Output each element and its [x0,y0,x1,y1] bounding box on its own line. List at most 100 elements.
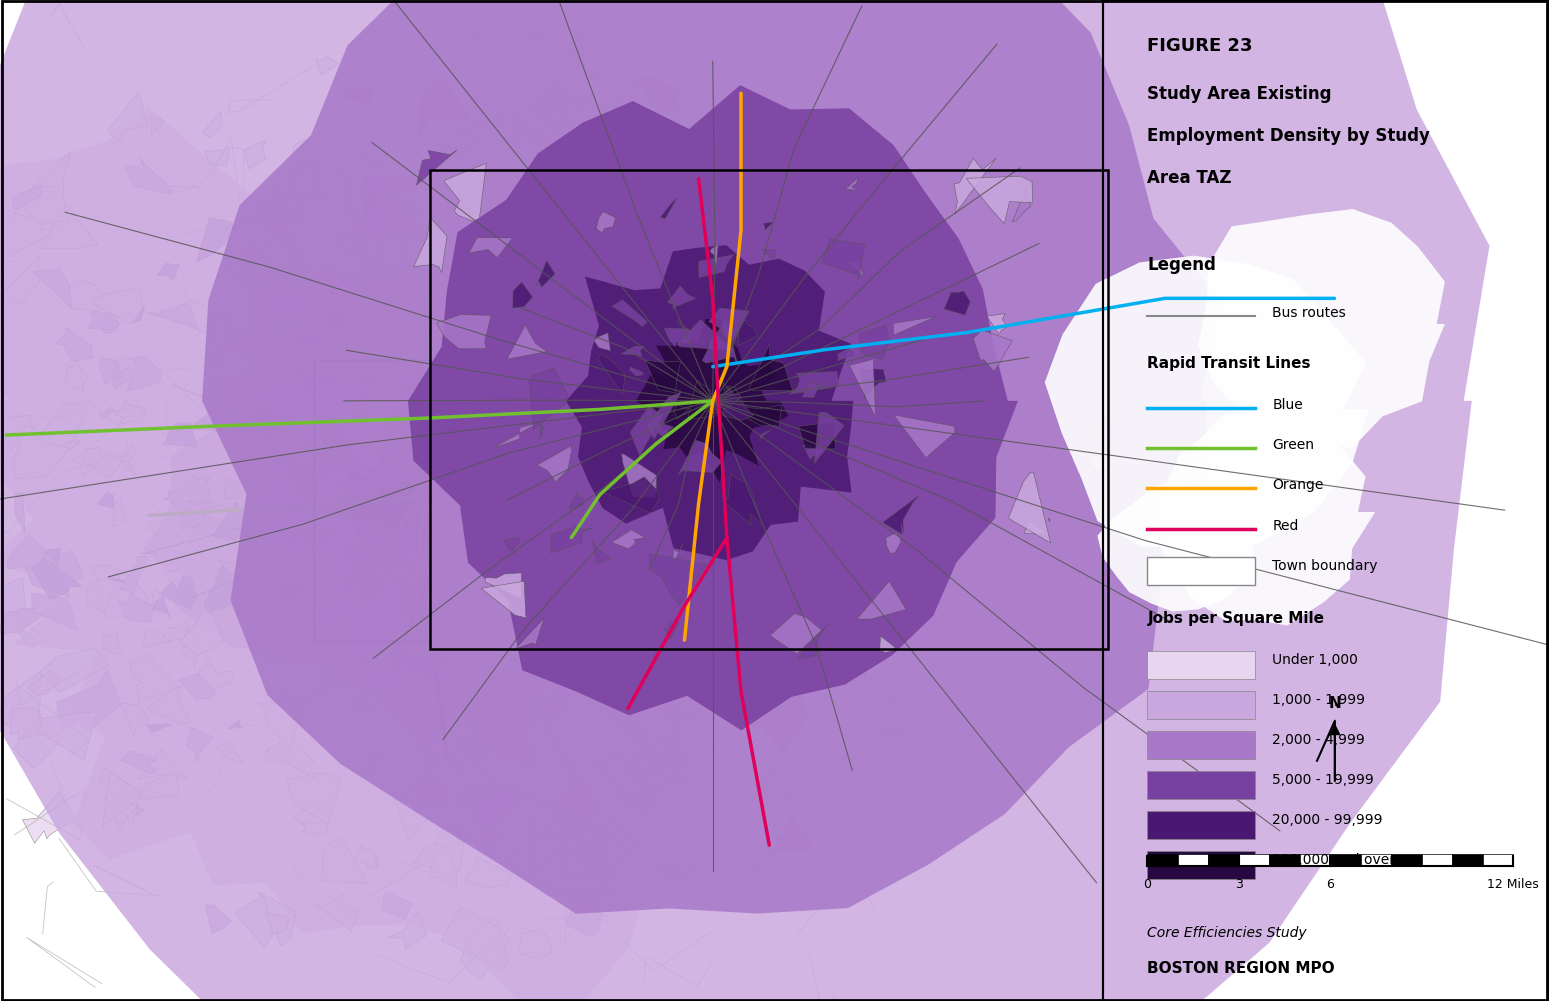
Polygon shape [500,732,530,767]
Polygon shape [674,544,683,564]
Polygon shape [293,478,322,491]
Polygon shape [728,169,778,201]
Polygon shape [1077,408,1139,456]
Polygon shape [0,609,45,634]
Polygon shape [28,671,60,695]
Polygon shape [815,412,844,463]
Polygon shape [431,275,457,301]
Polygon shape [765,676,782,710]
Polygon shape [381,892,412,920]
Polygon shape [759,236,799,259]
Polygon shape [601,652,647,688]
Polygon shape [669,256,689,274]
Polygon shape [702,319,737,364]
Polygon shape [829,274,857,292]
Polygon shape [378,663,400,693]
Polygon shape [338,473,372,508]
Polygon shape [435,553,460,570]
Polygon shape [457,568,494,601]
Polygon shape [143,259,700,763]
Polygon shape [829,545,877,578]
Polygon shape [356,193,415,239]
Polygon shape [497,391,524,413]
Polygon shape [231,275,288,288]
Polygon shape [353,697,364,712]
Polygon shape [170,619,197,647]
Polygon shape [649,554,706,606]
Polygon shape [1090,449,1112,469]
Polygon shape [576,215,634,265]
Polygon shape [618,654,665,694]
Polygon shape [384,496,393,508]
Polygon shape [410,483,443,502]
Polygon shape [462,338,489,371]
Polygon shape [187,474,220,519]
Polygon shape [860,369,886,398]
Polygon shape [389,524,426,535]
Polygon shape [301,437,314,455]
Polygon shape [668,286,696,309]
Polygon shape [544,492,584,537]
Polygon shape [688,380,720,419]
Polygon shape [562,31,606,70]
Polygon shape [108,577,124,584]
Polygon shape [1008,472,1050,543]
Polygon shape [125,158,172,194]
Polygon shape [493,669,510,676]
Polygon shape [366,858,378,869]
Bar [431,170,1109,649]
Polygon shape [462,513,482,558]
Polygon shape [215,742,243,762]
Polygon shape [265,914,288,935]
Polygon shape [737,308,757,345]
Polygon shape [392,487,400,498]
Polygon shape [519,317,559,357]
Polygon shape [465,398,507,427]
Polygon shape [637,319,788,482]
Polygon shape [260,424,277,442]
Bar [1148,854,1177,866]
Polygon shape [401,503,417,515]
Text: Rapid Transit Lines: Rapid Transit Lines [1148,356,1310,371]
Polygon shape [304,453,331,482]
Polygon shape [414,839,465,876]
Text: 5,000 - 19,999: 5,000 - 19,999 [1272,773,1374,787]
Polygon shape [311,546,327,560]
Polygon shape [860,325,889,360]
Bar [1148,771,1255,799]
Polygon shape [607,618,647,655]
Polygon shape [161,627,189,643]
Polygon shape [187,728,214,763]
Polygon shape [231,557,249,576]
Polygon shape [750,343,793,390]
Polygon shape [0,671,42,730]
Polygon shape [245,140,266,169]
Polygon shape [116,356,135,372]
Polygon shape [853,673,895,702]
Polygon shape [143,629,172,647]
Polygon shape [287,586,302,597]
Text: Green: Green [1272,438,1315,452]
Polygon shape [424,614,432,624]
Polygon shape [774,815,815,852]
Polygon shape [660,866,680,878]
Polygon shape [208,315,232,347]
Polygon shape [584,272,626,315]
Polygon shape [677,320,705,344]
Polygon shape [502,711,513,725]
Polygon shape [259,892,296,946]
Polygon shape [863,558,877,574]
Polygon shape [680,341,699,362]
Polygon shape [265,450,307,477]
Polygon shape [152,593,170,620]
Polygon shape [420,498,434,523]
Polygon shape [175,511,197,528]
Polygon shape [593,587,617,620]
Polygon shape [102,770,143,828]
Polygon shape [152,117,164,134]
Polygon shape [853,260,891,300]
Polygon shape [699,254,734,277]
Polygon shape [553,592,565,598]
Polygon shape [376,543,403,559]
Polygon shape [228,720,243,729]
